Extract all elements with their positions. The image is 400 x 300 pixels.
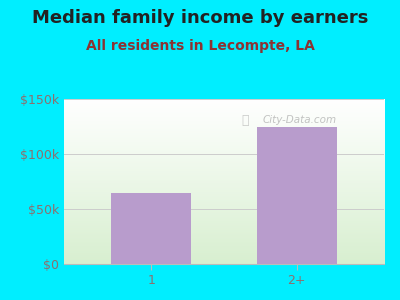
Text: City-Data.com: City-Data.com [262,116,336,125]
Text: ⓘ: ⓘ [242,114,249,127]
Bar [111,193,191,264]
Bar [257,127,337,264]
Text: All residents in Lecompte, LA: All residents in Lecompte, LA [86,39,314,53]
Text: Median family income by earners: Median family income by earners [32,9,368,27]
